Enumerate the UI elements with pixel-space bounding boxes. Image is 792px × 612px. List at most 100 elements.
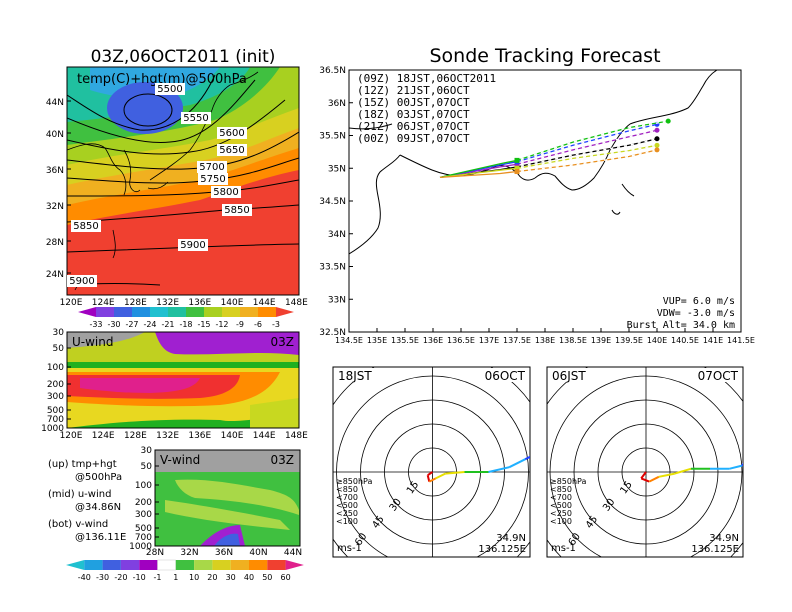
uwind-pressure-label: 100 [47,363,64,373]
map-coastline [67,71,259,291]
map-lon-tick-label: 124E [92,298,115,308]
track-lon-label: 135E [367,336,387,345]
uwind-jet-core [80,378,200,393]
contour-label: 5600 [219,128,244,139]
vwind-colorbar-label: 60 [281,573,291,582]
contour-label-bg [222,204,252,216]
contour-label: 5850 [73,221,98,232]
track-landing-marker [654,142,660,148]
vwind-colorbar-label: -10 [133,573,146,582]
uwind-pressure-label: 500 [47,406,64,416]
hodo-site-lon: 136.125E [478,544,526,555]
vwind-colorbar-swatch [212,560,231,570]
note-mid-a: (mid) u-wind [48,489,111,500]
hodo-wind-segment [426,474,431,482]
map-colorbar-label: -24 [143,320,156,329]
contour-label-bg [198,173,228,185]
vwind-colorbar-swatch [194,560,213,570]
map-lon-tick-label: 140E [221,298,244,308]
uwind-lon-label: 132E [156,431,179,441]
note-bot-a: (bot) v-wind [48,519,108,530]
uwind-lon-label: 144E [253,431,276,441]
hodo-date-bg [475,368,529,382]
contour-label: 5700 [199,162,224,173]
left-panel-title: 03Z,06OCT2011 (init) [91,47,276,67]
track-line [439,123,658,179]
vwind-colorbar-swatch [84,560,103,570]
hodo-frame [332,366,531,558]
vwind-colorbar-swatch [175,560,195,570]
hodo-legend-entry: <500 [550,501,572,510]
hodo-wind-segment [488,466,510,473]
contour-label-bg [71,220,101,232]
track-lat-label: 33N [328,295,346,305]
hodo-time-bg [548,368,600,382]
vwind-colorbar-swatch [267,560,286,570]
track-coastline [349,70,718,255]
hodo-time: 18JST [338,369,372,383]
contour-label: 5800 [213,187,238,198]
track-lon-ticks: 134.5E 135E 135.5E 136E 136.5E 137E 137.5E 138E… [335,328,755,345]
track-lon-label: 135.5E [391,336,419,345]
hodo-wind-segment [640,471,647,479]
vwind-light1 [175,479,299,515]
uwind-pressure-label: 300 [47,392,64,402]
track-lon-label: 134.5E [335,336,363,345]
track-lat-label: 35N [328,164,346,174]
vwind-colorbar-swatch [102,560,121,570]
map-colorbar-swatch [132,307,150,317]
track-lat-label: 32.5N [319,328,346,338]
vwind-colorbar-label: -20 [114,573,127,582]
map-colorbar-label: -3 [272,320,280,329]
map-colorbar-label: -18 [179,320,192,329]
map-lon-tick-label: 120E [60,298,83,308]
map-colorbar-swatch [168,307,186,317]
track-burst-marker [514,157,520,163]
descent-rate: VDW= -3.0 m/s [657,308,735,319]
map-colorbar-swatch [114,307,132,317]
vwind-colorbar-label: 20 [207,573,217,582]
uwind-pressure-label: 200 [47,380,64,390]
hodo-legend-entry: <700 [550,493,572,502]
vwind-colorbar-label: 40 [244,573,254,582]
hodo-legend-entry: <500 [336,501,358,510]
uwind-grey [67,332,145,348]
vwind-neg-core [214,533,240,546]
uwind-lon-label: 148E [285,431,308,441]
right-panel-title: Sonde Tracking Forecast [429,45,660,67]
uwind-pressure-label: 50 [53,344,65,354]
uwind-label: U-wind [72,335,113,349]
map-colorbar: -33 -30 -27 -24 -21 -18 -15 -12 -9 -6 -3 [78,307,294,329]
map-colorbar-label: -21 [161,320,174,329]
vwind-colorbar-label: 50 [262,573,272,582]
burst-altitude: Burst Alt= 34.0 km [627,320,735,331]
contour-label: 5750 [200,174,225,185]
map-colorbar-swatch [186,307,204,317]
hodo-wind-segment [640,477,650,483]
track-landing-marker [665,118,671,124]
track-lon-label: 136E [423,336,443,345]
map-colorbar-swatch [204,307,222,317]
vwind-pressure-label: 200 [135,498,152,508]
track-panel: 36.5N 36N 35.5N 35N 34.5N 34N 33.5N 33N 32.5N 13… [319,66,755,345]
hodo-wind-segment [435,472,446,480]
track-frame [348,69,742,333]
hodo-legend-entry: <850 [550,485,572,494]
vwind-lat-label: 40N [249,548,267,558]
map-colorbar-swatch [222,307,240,317]
uwind-easterly [155,332,299,355]
track-lines [439,118,671,179]
hodo-wind-segment [445,471,465,475]
hodo-legend-entry: <850 [336,485,358,494]
vwind-pressure-label: 50 [141,462,153,472]
vwind-colorbar-swatch [249,560,268,570]
track-lon-label: 139E [591,336,611,345]
vwind-colorbar-label: 30 [226,573,236,582]
hodo-legend-entry: <700 [336,493,358,502]
map-colorbar-label: -6 [254,320,262,329]
vwind-colorbar-swatch [285,560,304,570]
map-lon-tick-label: 132E [156,298,179,308]
track-landing-marker [654,147,660,153]
